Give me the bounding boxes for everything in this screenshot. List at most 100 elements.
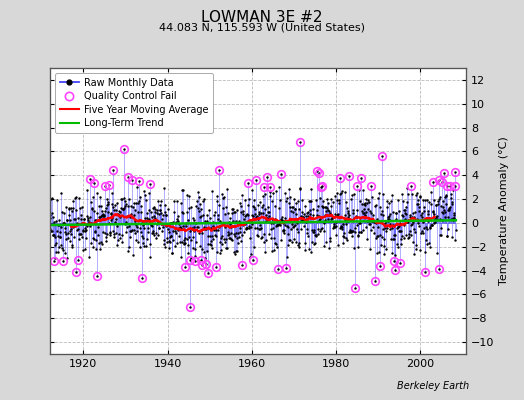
Point	[92, 237, 101, 244]
Point	[363, 236, 372, 242]
Point	[368, 224, 377, 230]
Point	[379, 243, 388, 249]
Point	[451, 168, 459, 175]
Point	[418, 228, 427, 235]
Point	[412, 246, 420, 253]
Point	[73, 227, 81, 234]
Point	[411, 209, 419, 215]
Point	[358, 208, 366, 214]
Point	[330, 224, 338, 230]
Point	[202, 226, 211, 232]
Point	[118, 206, 127, 212]
Point	[83, 217, 92, 223]
Point	[355, 228, 364, 235]
Point	[394, 244, 402, 251]
Point	[416, 192, 424, 199]
Point	[432, 201, 441, 208]
Point	[321, 204, 329, 210]
Point	[305, 197, 313, 204]
Point	[420, 208, 428, 215]
Point	[260, 239, 268, 246]
Point	[425, 225, 434, 232]
Point	[396, 220, 404, 226]
Point	[207, 225, 215, 232]
Point	[374, 195, 382, 201]
Point	[358, 201, 366, 208]
Point	[82, 226, 90, 233]
Point	[350, 214, 358, 221]
Point	[98, 212, 106, 218]
Point	[386, 226, 395, 232]
Point	[364, 221, 373, 227]
Point	[367, 218, 376, 224]
Point	[157, 210, 166, 216]
Point	[387, 236, 396, 242]
Point	[333, 197, 342, 204]
Point	[176, 225, 184, 232]
Point	[259, 193, 267, 199]
Point	[449, 214, 457, 221]
Point	[296, 185, 304, 192]
Point	[341, 212, 349, 219]
Point	[268, 216, 276, 222]
Point	[235, 225, 244, 232]
Point	[386, 211, 394, 218]
Point	[239, 221, 247, 228]
Point	[93, 273, 101, 279]
Point	[79, 227, 87, 233]
Point	[439, 204, 447, 210]
Point	[444, 206, 453, 213]
Point	[78, 234, 86, 240]
Point	[396, 228, 405, 234]
Point	[347, 229, 355, 235]
Point	[84, 215, 92, 222]
Point	[352, 212, 361, 219]
Point	[202, 248, 211, 254]
Point	[86, 214, 95, 220]
Point	[333, 190, 341, 196]
Point	[373, 233, 381, 239]
Point	[254, 232, 262, 239]
Point	[252, 214, 260, 220]
Point	[271, 240, 279, 247]
Point	[64, 235, 72, 241]
Point	[193, 204, 202, 211]
Point	[351, 229, 359, 236]
Point	[61, 236, 70, 242]
Point	[446, 195, 455, 201]
Point	[348, 228, 356, 234]
Point	[59, 258, 67, 265]
Point	[148, 223, 157, 229]
Point	[90, 180, 98, 186]
Point	[176, 224, 184, 230]
Point	[248, 211, 256, 218]
Point	[370, 230, 378, 237]
Point	[333, 212, 341, 218]
Point	[413, 197, 422, 204]
Point	[104, 201, 113, 208]
Point	[441, 209, 449, 216]
Point	[185, 205, 193, 211]
Point	[326, 196, 335, 203]
Point	[241, 213, 249, 220]
Point	[196, 201, 204, 207]
Point	[400, 234, 408, 241]
Point	[58, 220, 67, 226]
Point	[320, 220, 329, 226]
Point	[433, 250, 442, 256]
Point	[417, 212, 425, 218]
Point	[89, 235, 97, 242]
Point	[330, 221, 339, 227]
Point	[256, 222, 265, 228]
Point	[450, 209, 458, 216]
Point	[436, 202, 445, 209]
Point	[212, 227, 220, 234]
Point	[254, 202, 262, 209]
Point	[113, 200, 122, 206]
Point	[440, 170, 449, 176]
Point	[301, 203, 310, 209]
Point	[177, 225, 185, 231]
Point	[399, 213, 407, 219]
Point	[255, 211, 264, 218]
Point	[165, 229, 173, 236]
